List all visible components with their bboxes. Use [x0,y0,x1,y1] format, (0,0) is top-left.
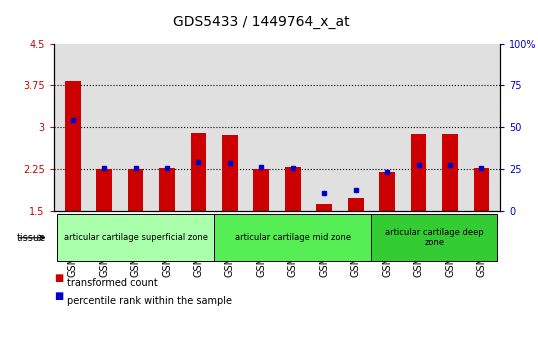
Text: GDS5433 / 1449764_x_at: GDS5433 / 1449764_x_at [173,15,349,29]
Text: articular cartilage deep
zone: articular cartilage deep zone [385,228,484,248]
Bar [65,81,81,211]
Bar [190,132,206,211]
Bar [348,198,364,211]
Text: tissue: tissue [17,233,46,243]
Text: articular cartilage mid zone: articular cartilage mid zone [235,233,351,242]
Bar [253,169,269,211]
Text: ■: ■ [54,273,63,284]
Text: ■: ■ [54,291,63,302]
Text: percentile rank within the sample: percentile rank within the sample [67,296,232,306]
Bar [473,168,490,211]
Bar [159,168,175,211]
Bar [285,167,301,211]
Text: articular cartilage superficial zone: articular cartilage superficial zone [63,233,208,242]
Bar [410,134,427,211]
Bar [96,169,112,211]
Bar [442,134,458,211]
Text: transformed count: transformed count [67,278,158,288]
Bar [379,172,395,211]
Bar [316,204,332,211]
Bar [128,169,144,211]
Bar [222,135,238,211]
